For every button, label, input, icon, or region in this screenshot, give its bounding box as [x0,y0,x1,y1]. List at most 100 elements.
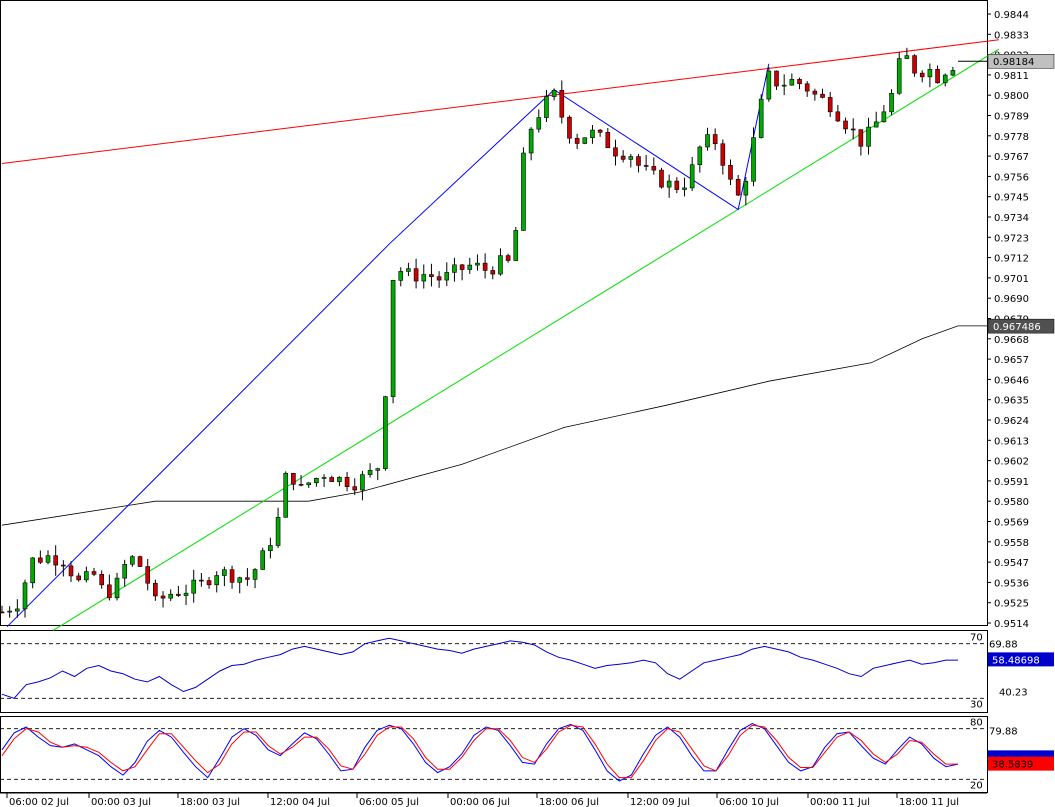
candle-body [76,575,81,581]
rsi-panel-frame [0,630,988,713]
candle-body [482,262,488,271]
candle-body [222,569,227,576]
candle-body [927,69,933,78]
candle-body [206,580,212,586]
x-tick-label: 18:00 06 Jul [539,797,599,807]
price-label-box [987,318,1055,334]
y-tick-label: 0.9525 [994,599,1029,610]
price-label-text: 0.98184 [993,57,1034,68]
stochastic-current-box [988,756,1054,771]
candle-body [528,128,534,154]
y-tick-label: 0.9547 [994,558,1029,569]
candle-body [30,557,35,584]
candle-body [252,569,258,580]
x-tick-label: 06:00 02 Jul [9,797,69,807]
y-tick-label: 0.9701 [994,274,1029,285]
candle-body [858,129,864,147]
candle-body [850,128,856,131]
candle-body [84,571,89,581]
y-tick-label: 0.9591 [994,477,1029,488]
y-tick-label: 0.9602 [994,457,1029,468]
candle-body [245,577,250,580]
candle-body [636,156,641,166]
candle-body [682,187,687,190]
x-tick-label: 18:00 03 Jul [180,797,240,807]
candle-body [130,556,135,565]
x-tick-label: 00:00 11 Jul [810,797,870,807]
candle-body [950,70,956,76]
candle-body [176,593,181,596]
trendline-1 [52,48,1000,631]
candle-body [53,555,58,566]
candle-body [337,476,342,482]
x-tick-label: 12:00 09 Jul [630,797,690,807]
candle-body [728,165,733,180]
candle-body [766,70,772,100]
rsi-extra-label: 40.23 [999,687,1028,698]
rsi-current-label: 58.48698 [992,655,1040,666]
candle-body [758,98,764,138]
candle-body [145,566,151,584]
candle-body [919,72,925,78]
candle-body [107,584,112,599]
candle-body [168,593,174,599]
y-tick-label: 0.9712 [994,254,1029,265]
candle-body [689,164,695,189]
candle-body [896,58,902,94]
candle-body [751,137,756,182]
candle-body [735,178,741,196]
x-tick-label: 18:00 11 Jul [899,797,959,807]
y-tick-label: 0.9833 [994,30,1029,41]
candle-body [398,271,404,281]
rsi-extra-label: 69.88 [989,640,1018,651]
candle-body [590,129,595,138]
candle-body [643,165,649,167]
y-tick-label: 0.9635 [994,396,1029,407]
candle-body [666,180,672,188]
candle-body [0,611,5,614]
candle-body [781,84,787,87]
candle-body [475,262,480,266]
y-tick-label: 0.9844 [994,10,1029,21]
candle-body [567,116,572,139]
price-label-text: 0.967486 [993,322,1041,333]
candle-body [275,516,281,546]
candle-body [712,134,718,145]
candle-body [873,121,879,128]
candle-body [505,255,511,261]
stochastic-line [1,723,959,782]
candle-body [122,563,127,579]
candle-body [628,156,634,160]
candle-body [421,274,427,282]
candle-body [459,264,465,270]
candle-body [260,550,266,570]
candle-body [544,96,549,118]
y-tick-label: 0.9580 [994,497,1029,508]
stochastic-panel-frame [0,716,988,793]
candle-body [360,474,365,491]
candle-body [91,571,97,575]
moving-average-line [1,325,987,526]
candle-body [789,79,795,86]
candle-body [367,470,373,475]
stochastic-extra-label: 79.88 [989,727,1018,738]
stochastic-level-label: 20 [970,780,983,791]
candle-body [843,120,848,130]
candle-body [15,608,20,612]
candle-body [521,152,526,231]
candle-body [383,396,388,469]
y-tick-label: 0.9536 [994,578,1029,589]
candle-body [329,477,335,482]
candle-body [881,111,887,123]
trendline-0 [1,39,999,164]
candle-body [651,166,657,171]
candle-body [390,280,396,397]
candle-body [68,565,74,577]
candle-body [942,74,948,84]
candle-body [827,97,833,113]
y-tick-label: 0.9668 [994,335,1029,346]
rsi-level-label: 30 [970,699,983,710]
y-tick-label: 0.9734 [994,213,1029,224]
candle-body [153,582,158,597]
candle-body [160,595,166,599]
